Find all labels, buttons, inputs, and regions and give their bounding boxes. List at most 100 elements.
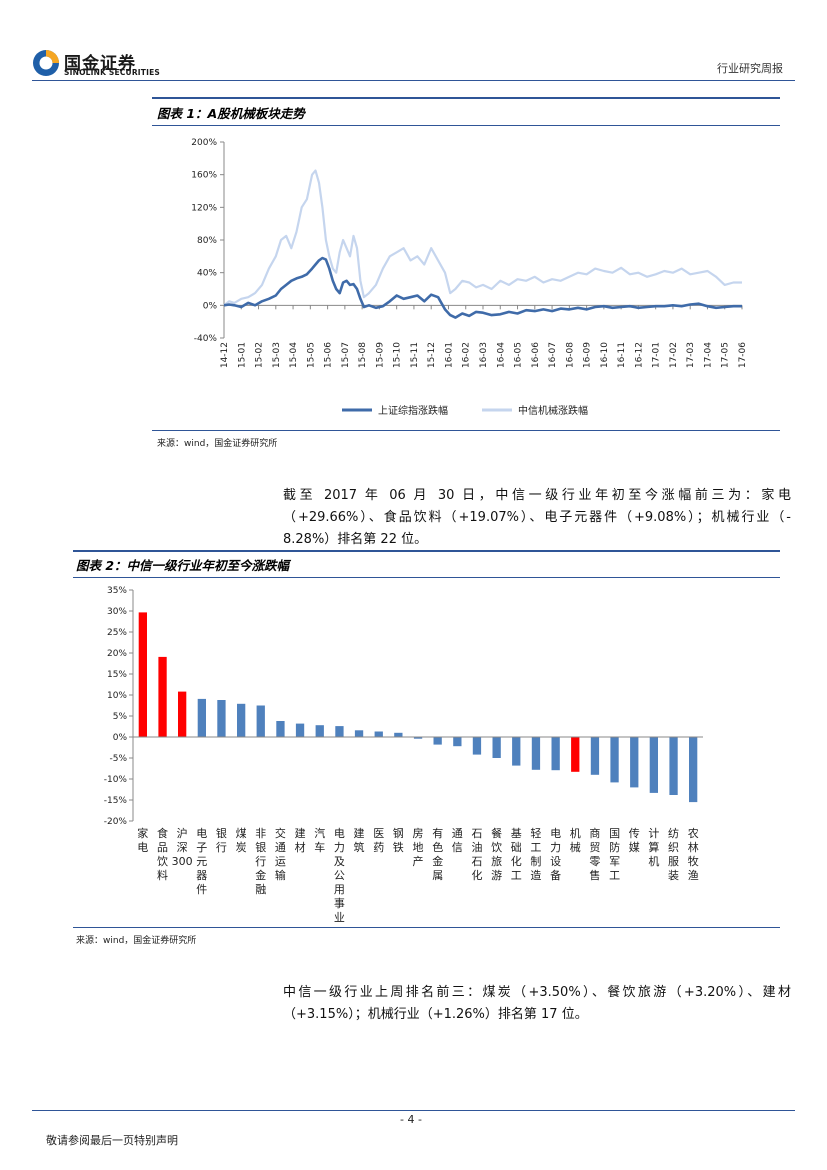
bar: [590, 737, 600, 775]
x-tick-label: 15-07: [341, 342, 351, 368]
paragraph-line: （+29.66%）、食品饮料（+19.07%）、电子元器件（+9.08%）；机械…: [283, 510, 791, 525]
y-tick-label: 40%: [197, 269, 217, 279]
bar: [315, 725, 324, 737]
category-label: 煤炭: [236, 827, 247, 854]
x-tick-label: 16-08: [565, 342, 575, 368]
x-tick-label: 17-05: [721, 342, 731, 368]
x-tick-label: 17-04: [703, 342, 713, 368]
legend-label-machinery: 中信机械涨跌幅: [518, 404, 588, 417]
y-tick-label: 160%: [191, 171, 217, 181]
logo-text-cn: 国金证券: [64, 54, 136, 74]
figure2-title: 图表 2：中信一级行业年初至今涨跌幅: [76, 558, 290, 573]
x-tick-label: 15-01: [237, 342, 247, 368]
bar: [512, 737, 521, 766]
x-tick-label: 15-04: [289, 342, 299, 368]
category-label: 基础化工: [511, 827, 522, 882]
bar: [138, 612, 147, 737]
x-tick-label: 17-03: [686, 342, 696, 368]
bar: [217, 700, 226, 737]
x-tick-label: 15-02: [255, 342, 265, 368]
category-label: 电力设备: [550, 827, 561, 882]
x-tick-label: 16-09: [583, 342, 593, 368]
category-label: 国防军工: [609, 827, 620, 882]
x-tick-label: 17-01: [652, 342, 662, 368]
x-tick-label: 15-11: [410, 342, 420, 368]
paragraph-line: 8.28%）排名第 22 位。: [283, 532, 428, 547]
category-label: 银行: [216, 826, 227, 854]
category-label: 医药: [373, 827, 384, 854]
x-tick-label: 16-06: [531, 342, 541, 368]
paragraph-line: 中信一级行业上周排名前三：煤炭（+3.50%）、餐饮旅游（+3.20%）、建材: [283, 985, 791, 1000]
header-divider: [32, 80, 795, 81]
category-label: 钢铁: [393, 827, 404, 854]
category-label: 房地产: [413, 827, 424, 868]
bar: [531, 737, 541, 770]
footer-disclaimer: 敬请参阅最后一页特别声明: [46, 1134, 178, 1147]
x-tick-label: 16-10: [600, 342, 610, 368]
category-label: 商贸零售: [589, 826, 600, 882]
line-chart: -40% 0% 40% 80% 120% 160% 200% 14-12 15-01 15-02 1…: [191, 138, 748, 417]
figure2-title-rule: [73, 577, 780, 578]
y-tick-label: 0%: [113, 733, 128, 743]
bar: [158, 656, 167, 737]
x-tick-label: 14-12: [220, 342, 230, 368]
category-label: 电子元器件: [196, 827, 207, 896]
category-label: 建材: [295, 826, 306, 854]
bar: [335, 726, 344, 737]
figure1-bottom-rule: [152, 430, 780, 431]
category-label: 家电: [137, 826, 148, 854]
report-type: 行业研究周报: [717, 62, 783, 75]
bar: [197, 698, 206, 737]
category-label: 汽车: [314, 826, 325, 854]
series-line-machinery: [223, 169, 742, 307]
header: 国金证券 SINOLINK SECURITIES 行业研究周报: [0, 0, 827, 80]
category-label: 食品饮料: [157, 826, 168, 882]
y-tick-label: 30%: [107, 607, 127, 617]
y-tick-label: 0%: [203, 301, 218, 311]
x-tick-label: 16-07: [548, 342, 558, 368]
x-tick-label: 15-08: [358, 342, 368, 368]
bar: [649, 737, 658, 793]
x-tick-label: 15-12: [427, 342, 437, 368]
x-tick-label: 15-06: [324, 342, 334, 368]
y-tick-label: 5%: [113, 712, 128, 722]
figure1-source: 来源：wind，国金证券研究所: [157, 439, 278, 449]
y-tick-label: -15%: [104, 796, 128, 806]
bar: [237, 703, 246, 737]
x-tick-label: 16-05: [514, 342, 524, 368]
bar: [276, 721, 285, 737]
category-label: 轻工制造: [530, 826, 541, 882]
figure2-top-rule: [73, 550, 780, 552]
bar: [551, 737, 560, 771]
x-tick-label: 17-06: [738, 342, 748, 368]
bar: [610, 737, 619, 783]
category-label: 纺织服装: [668, 826, 679, 882]
bar: [295, 723, 305, 737]
figure1-top-rule: [152, 97, 780, 99]
x-tick-label: 16-12: [634, 342, 644, 368]
bar: [492, 737, 501, 758]
x-tick-label: 15-10: [393, 342, 403, 368]
footer-divider: [32, 1110, 795, 1111]
category-label: 传媒: [629, 827, 640, 854]
y-tick-label: 20%: [107, 649, 127, 659]
paragraph-weekly-ranking: 中信一级行业上周排名前三：煤炭（+3.50%）、餐饮旅游（+3.20%）、建材 …: [283, 982, 791, 1026]
bar: [669, 737, 678, 795]
y-tick-label: 80%: [197, 236, 217, 246]
x-tick-label: 17-02: [669, 342, 679, 368]
x-tick-label: 16-01: [444, 342, 454, 368]
category-label: 沪深 300: [172, 826, 193, 868]
y-tick-label: 120%: [191, 203, 217, 213]
y-tick-label: -20%: [104, 817, 128, 827]
legend-label-shanghai: 上证综指涨跌幅: [378, 404, 448, 417]
bar: [256, 705, 265, 737]
page-number: - 4 -: [400, 1113, 422, 1126]
category-label: 电力及公用事业: [334, 827, 345, 924]
category-label: 通信: [452, 827, 463, 854]
logo-text-en: SINOLINK SECURITIES: [64, 68, 161, 77]
bar: [571, 737, 580, 772]
paragraph-line: 截至 2017 年 06 月 30 日，中信一级行业年初至今涨幅前三为：家电: [283, 488, 791, 503]
category-label: 有色金属: [432, 826, 443, 882]
bar: [453, 737, 462, 747]
x-tick-label: 16-04: [496, 342, 506, 368]
